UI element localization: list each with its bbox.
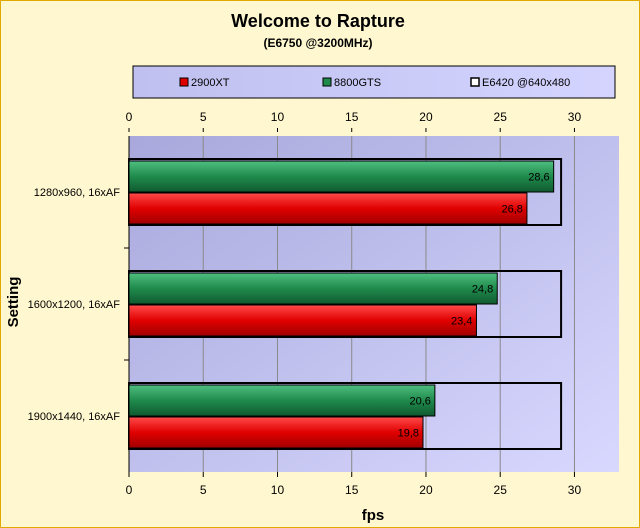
legend-item-2900xt: 2900XT	[179, 77, 230, 89]
legend-swatch-2900xt	[179, 77, 189, 87]
legend-swatch-8800gts	[322, 77, 332, 87]
legend-box	[132, 65, 616, 99]
bottom-tick-label-20: 20	[419, 483, 433, 497]
bottom-tick-label-0: 0	[126, 483, 133, 497]
bar-2900xt-1	[128, 304, 477, 337]
data-label-8800gts-0: 28,6	[528, 172, 549, 184]
legend: 2900XT 8800GTS E6420 @640x480	[132, 65, 616, 99]
chart-title: Welcome to Rapture	[231, 11, 405, 31]
bars: 28,6 26,8 24,8 23,4 20,6 19,8	[128, 158, 563, 450]
top-tick-label-20: 20	[419, 110, 433, 124]
legend-label-2900xt: 2900XT	[191, 77, 230, 89]
bar-8800gts-2	[128, 384, 436, 417]
y-axis-title: Setting	[5, 277, 22, 328]
legend-swatch-e6420	[470, 77, 480, 87]
bottom-tick-label-10: 10	[271, 483, 285, 497]
bar-8800gts-0	[128, 160, 555, 193]
bottom-tick-label-5: 5	[200, 483, 207, 497]
top-tick-label-0: 0	[126, 110, 133, 124]
bottom-tick-label-15: 15	[345, 483, 359, 497]
bottom-tick-label-25: 25	[494, 483, 508, 497]
legend-item-e6420: E6420 @640x480	[470, 77, 570, 89]
legend-label-e6420: E6420 @640x480	[482, 77, 570, 89]
bottom-axis: 0 5 10 15 20 25 30	[126, 472, 582, 497]
bottom-tick-label-30: 30	[568, 483, 582, 497]
top-tick-label-10: 10	[271, 110, 285, 124]
top-tick-label-5: 5	[200, 110, 207, 124]
top-tick-label-15: 15	[345, 110, 359, 124]
top-tick-label-30: 30	[568, 110, 582, 124]
data-label-8800gts-2: 20,6	[409, 396, 430, 408]
category-label-1: 1600x1200, 16xAF	[28, 299, 121, 311]
bar-8800gts-1	[128, 272, 498, 305]
chart-subtitle: (E6750 @3200MHz)	[263, 36, 372, 50]
legend-item-8800gts: 8800GTS	[322, 77, 381, 89]
x-axis-title: fps	[362, 507, 385, 524]
bar-2900xt-2	[128, 416, 424, 449]
legend-label-8800gts: 8800GTS	[334, 77, 381, 89]
bar-2900xt-0	[128, 192, 528, 225]
data-label-2900xt-0: 26,8	[502, 204, 523, 216]
data-label-2900xt-2: 19,8	[398, 428, 419, 440]
data-label-2900xt-1: 23,4	[451, 316, 472, 328]
data-label-8800gts-1: 24,8	[472, 284, 493, 296]
category-label-0: 1280x960, 16xAF	[34, 187, 121, 199]
top-axis: 0 5 10 15 20 25 30	[126, 110, 582, 132]
category-axis: 1280x960, 16xAF 1600x1200, 16xAF 1900x1440…	[28, 187, 129, 423]
category-label-2: 1900x1440, 16xAF	[28, 411, 121, 423]
top-tick-label-25: 25	[494, 110, 508, 124]
